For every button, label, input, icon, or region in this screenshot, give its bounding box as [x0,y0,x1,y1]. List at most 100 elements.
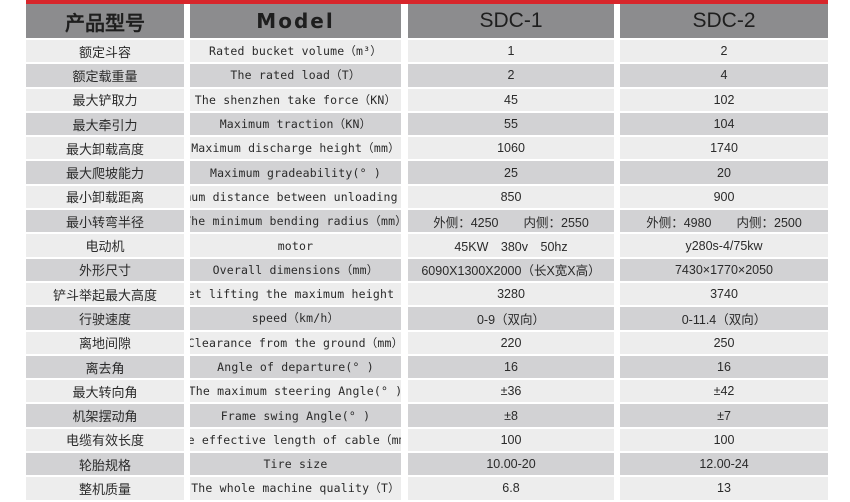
param-name-cn: 额定载重量 [26,64,184,87]
sdc-2-value: 1740 [620,137,828,160]
table-row: 机架摆动角 Frame swing Angle(° ) ±8 ±7 [26,404,828,427]
sdc-2-value: ±7 [620,404,828,427]
table-row: 额定斗容 Rated bucket volume（m³） 1 2 [26,40,828,63]
sdc-2-value: 20 [620,161,828,184]
sdc-1-value: ±8 [408,404,614,427]
table-row: 铲斗举起最大高度Bucket lifting the maximum heigh… [26,282,828,306]
table-row: 离去角 Angle of departure(° ) 16 16 [26,355,828,379]
param-name-cn: 离去角 [26,355,184,379]
table-row: 轮胎规格 Tire size 10.00-20 12.00-24 [26,453,828,476]
param-name-cn: 离地间隙 [26,331,184,354]
sdc-1-value: 10.00-20 [408,453,614,476]
table-row: 最大牵引力 Maximum traction（KN） 55 104 [26,112,828,136]
sdc-2-value: 102 [620,88,828,111]
param-name-en: The shenzhen take force（KN） [190,88,401,111]
sdc-1-value: 外侧：4250 内侧：2550 [408,210,614,233]
header-sdc-2: SDC-2 [620,4,828,38]
sdc-2-value: 7430×1770×2050 [620,258,828,281]
table-row: 电动机 motor 45KW 380v 50hz y280s-4/75kw [26,234,828,257]
sdc-2-value: 2 [620,40,828,63]
table-row: 最小卸载距离Minimum distance between unloading… [26,185,828,209]
param-name-en: The rated load（T） [190,64,401,87]
sdc-2-value: 900 [620,185,828,209]
header-sdc-1: SDC-1 [408,4,614,38]
param-name-en: Minimum distance between unloading（mm） [190,185,401,209]
sdc-2-value: 3740 [620,282,828,306]
header-product-model-cn: 产品型号 [26,4,184,38]
param-name-en: Maximum gradeability(° ) [190,161,401,184]
param-name-cn: 轮胎规格 [26,453,184,476]
param-name-cn: 最大铲取力 [26,88,184,111]
sdc-1-value: 16 [408,355,614,379]
sdc-1-value: 45 [408,88,614,111]
param-name-en: speed（km/h） [190,307,401,330]
sdc-2-value: 16 [620,355,828,379]
sdc-2-value: 100 [620,428,828,452]
table-row: 最大爬坡能力 Maximum gradeability(° ) 25 20 [26,161,828,184]
spec-table: 产品型号 Model SDC-1 SDC-2 额定斗容 Rated bucket … [26,4,828,502]
param-name-en: Bucket lifting the maximum height（mm） [190,282,401,306]
sdc-2-value: ±42 [620,380,828,403]
sdc-1-value: ±36 [408,380,614,403]
param-name-en: The effective length of cable（mm） [190,428,401,452]
sdc-1-value: 55 [408,112,614,136]
param-name-en: The maximum steering Angle(° ) [190,380,401,403]
sdc-1-value: 3280 [408,282,614,306]
table-row: 整机质量 The whole machine quality（T） 6.8 13 [26,477,828,500]
table-row: 离地间隙 Clearance from the ground（mm） 220 250 [26,331,828,354]
param-name-cn: 机架摆动角 [26,404,184,427]
table-row: 行驶速度 speed（km/h） 0-9（双向） 0-11.4（双向） [26,307,828,330]
sdc-1-value: 0-9（双向） [408,307,614,330]
param-name-en: Tire size [190,453,401,476]
sdc-1-value: 850 [408,185,614,209]
header-accent-bar [26,0,828,4]
param-name-en: Frame swing Angle(° ) [190,404,401,427]
sdc-2-value: 12.00-24 [620,453,828,476]
sdc-1-value: 1060 [408,137,614,160]
param-name-cn: 整机质量 [26,477,184,500]
sdc-2-value: 13 [620,477,828,500]
param-name-en: Maximum discharge height（mm） [190,137,401,160]
param-name-en: The minimum bending radius（mm） [190,210,401,233]
param-name-cn: 行驶速度 [26,307,184,330]
sdc-1-value: 6090X1300X2000（长X宽X高） [408,258,614,281]
sdc-2-value: 0-11.4（双向） [620,307,828,330]
param-name-en: Overall dimensions（mm） [190,258,401,281]
param-name-en: Maximum traction（KN） [190,112,401,136]
sdc-2-value: 外侧：4980 内侧：2500 [620,210,828,233]
sdc-1-value: 220 [408,331,614,354]
table-row: 最大卸载高度 Maximum discharge height（mm） 1060 17… [26,137,828,160]
sdc-2-value: 250 [620,331,828,354]
sdc-1-value: 45KW 380v 50hz [408,234,614,257]
param-name-en: The whole machine quality（T） [190,477,401,500]
sdc-1-value: 25 [408,161,614,184]
sdc-1-value: 6.8 [408,477,614,500]
table-row: 最小转弯半径 The minimum bending radius（mm） 外侧：4… [26,210,828,233]
param-name-en: Clearance from the ground（mm） [190,331,401,354]
param-name-cn: 最大牵引力 [26,112,184,136]
table-row: 电缆有效长度The effective length of cable（mm） 1… [26,428,828,452]
sdc-1-value: 2 [408,64,614,87]
table-row: 最大铲取力 The shenzhen take force（KN） 45 102 [26,88,828,111]
sdc-2-value: 104 [620,112,828,136]
param-name-en: Angle of departure(° ) [190,355,401,379]
param-name-cn: 最大爬坡能力 [26,161,184,184]
param-name-cn: 最小转弯半径 [26,210,184,233]
param-name-cn: 电动机 [26,234,184,257]
param-name-cn: 外形尺寸 [26,258,184,281]
sdc-2-value: 4 [620,64,828,87]
table-row: 最大转向角 The maximum steering Angle(° ) ±36 ±4… [26,380,828,403]
sdc-2-value: y280s-4/75kw [620,234,828,257]
sdc-1-value: 1 [408,40,614,63]
param-name-cn: 电缆有效长度 [26,428,184,452]
param-name-cn: 铲斗举起最大高度 [26,282,184,306]
table-row: 外形尺寸 Overall dimensions（mm） 6090X1300X2000… [26,258,828,281]
sdc-1-value: 100 [408,428,614,452]
header-model: Model [190,4,401,38]
param-name-en: Rated bucket volume（m³） [190,40,401,63]
param-name-en: motor [190,234,401,257]
table-row: 额定载重量 The rated load（T） 2 4 [26,64,828,87]
param-name-cn: 最大卸载高度 [26,137,184,160]
param-name-cn: 额定斗容 [26,40,184,63]
param-name-cn: 最大转向角 [26,380,184,403]
